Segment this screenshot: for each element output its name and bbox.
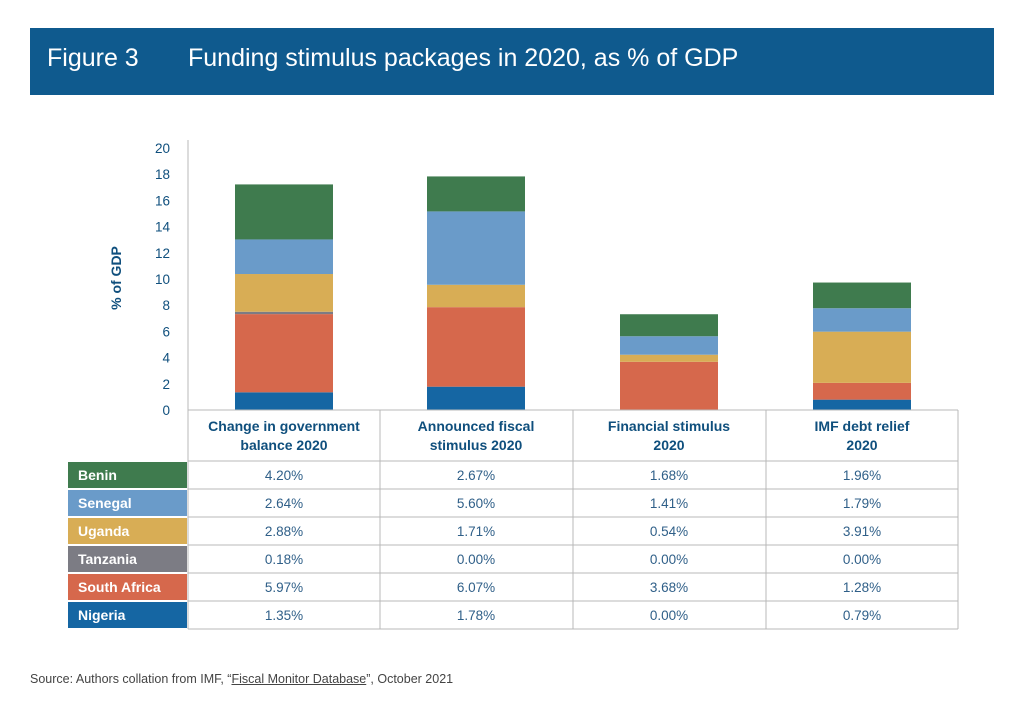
bar-segment-nigeria (235, 392, 333, 410)
data-cell: 1.79% (843, 496, 881, 511)
source-link[interactable]: Fiscal Monitor Database (231, 672, 367, 686)
data-cell: 1.96% (843, 468, 881, 483)
data-cell: 6.07% (457, 580, 495, 595)
data-cell: 3.68% (650, 580, 688, 595)
category-label: 2020 (846, 437, 877, 453)
legend-label: Uganda (78, 523, 130, 539)
legend-label: South Africa (78, 579, 161, 595)
bar-segment-uganda (235, 274, 333, 312)
legend-label: Tanzania (78, 551, 137, 567)
y-tick-label: 2 (162, 377, 170, 392)
data-cell: 1.71% (457, 524, 495, 539)
bar-segment-benin (813, 282, 911, 309)
figure-banner: Figure 3 Funding stimulus packages in 20… (30, 28, 994, 95)
category-label: stimulus 2020 (430, 437, 523, 453)
bar-segment-south-africa (235, 314, 333, 393)
legend-label: Benin (78, 467, 117, 483)
data-cell: 2.64% (265, 496, 303, 511)
data-cell: 5.97% (265, 580, 303, 595)
bar-segment-senegal (620, 336, 718, 355)
y-tick-label: 12 (155, 246, 170, 261)
legend-swatch-nigeria (68, 602, 187, 628)
legend-swatch-uganda (68, 518, 187, 544)
data-cell: 0.54% (650, 524, 688, 539)
y-tick-label: 6 (162, 324, 170, 339)
y-tick-label: 10 (155, 272, 170, 287)
legend-label: Senegal (78, 495, 132, 511)
legend-label: Nigeria (78, 607, 126, 623)
bar-segment-nigeria (427, 386, 525, 410)
data-cell: 5.60% (457, 496, 495, 511)
data-cell: 1.35% (265, 608, 303, 623)
figure-label: Figure 3 (47, 44, 139, 72)
y-tick-label: 8 (162, 298, 170, 313)
category-label: 2020 (653, 437, 684, 453)
data-cell: 0.00% (650, 608, 688, 623)
data-cell: 1.78% (457, 608, 495, 623)
data-cell: 4.20% (265, 468, 303, 483)
source-note: Source: Authors collation from IMF, “Fis… (30, 672, 453, 686)
bar-segment-senegal (427, 211, 525, 285)
y-axis-label: % of GDP (108, 246, 124, 310)
data-cell: 0.79% (843, 608, 881, 623)
data-cell: 0.18% (265, 552, 303, 567)
bar-segment-uganda (620, 354, 718, 362)
y-tick-label: 20 (155, 141, 170, 156)
figure-title: Funding stimulus packages in 2020, as % … (188, 44, 739, 72)
legend-swatch-south-africa (68, 574, 187, 600)
data-cell: 0.00% (650, 552, 688, 567)
source-prefix: Source: Authors collation from IMF, “ (30, 672, 232, 686)
category-label: IMF debt relief (815, 418, 910, 434)
bar-segment-uganda (427, 284, 525, 308)
category-label: Announced fiscal (418, 418, 535, 434)
bar-segment-uganda (813, 331, 911, 383)
bar-segment-south-africa (427, 307, 525, 387)
bar-segment-nigeria (813, 399, 911, 410)
bar-segment-south-africa (620, 361, 718, 410)
bar-segment-benin (427, 176, 525, 212)
data-cell: 1.28% (843, 580, 881, 595)
bar-segment-south-africa (813, 382, 911, 400)
legend-swatch-senegal (68, 490, 187, 516)
source-suffix: ”, October 2021 (366, 672, 454, 686)
y-tick-label: 18 (155, 167, 170, 182)
bar-segment-senegal (235, 239, 333, 275)
data-cell: 1.41% (650, 496, 688, 511)
y-tick-label: 0 (162, 403, 170, 418)
bar-segment-senegal (813, 308, 911, 332)
y-tick-label: 4 (162, 351, 170, 366)
data-cell: 0.00% (843, 552, 881, 567)
bar-segment-benin (620, 314, 718, 337)
y-tick-label: 14 (155, 220, 171, 235)
y-tick-label: 16 (155, 193, 170, 208)
category-label: Financial stimulus (608, 418, 730, 434)
category-label: balance 2020 (240, 437, 327, 453)
data-cell: 1.68% (650, 468, 688, 483)
legend-swatch-tanzania (68, 546, 187, 572)
legend-swatch-benin (68, 462, 187, 488)
data-cell: 0.00% (457, 552, 495, 567)
data-cell: 2.88% (265, 524, 303, 539)
bar-segment-benin (235, 184, 333, 240)
category-label: Change in government (208, 418, 360, 434)
bar-segment-tanzania (235, 311, 333, 315)
data-cell: 2.67% (457, 468, 495, 483)
data-cell: 3.91% (843, 524, 881, 539)
